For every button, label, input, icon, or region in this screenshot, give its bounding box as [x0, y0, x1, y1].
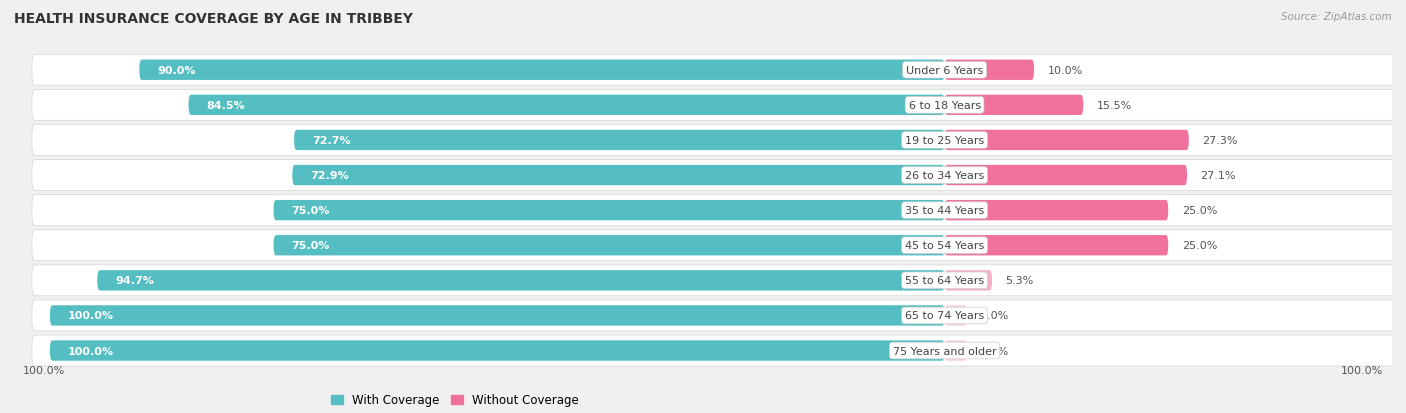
FancyBboxPatch shape — [945, 131, 1189, 151]
FancyBboxPatch shape — [274, 235, 945, 256]
Text: 75.0%: 75.0% — [291, 206, 330, 216]
FancyBboxPatch shape — [945, 271, 993, 291]
Text: 75 Years and older: 75 Years and older — [893, 346, 997, 356]
Text: 90.0%: 90.0% — [157, 66, 195, 76]
Text: 45 to 54 Years: 45 to 54 Years — [905, 241, 984, 251]
Text: Under 6 Years: Under 6 Years — [905, 66, 983, 76]
Text: 100.0%: 100.0% — [1341, 365, 1384, 375]
FancyBboxPatch shape — [32, 160, 1406, 191]
Text: 100.0%: 100.0% — [22, 365, 65, 375]
Text: 0.0%: 0.0% — [980, 311, 1008, 320]
FancyBboxPatch shape — [49, 306, 945, 326]
FancyBboxPatch shape — [32, 195, 1406, 226]
Text: 10.0%: 10.0% — [1047, 66, 1083, 76]
FancyBboxPatch shape — [945, 60, 1033, 81]
FancyBboxPatch shape — [32, 265, 1406, 296]
Text: 84.5%: 84.5% — [207, 101, 245, 111]
FancyBboxPatch shape — [294, 131, 945, 151]
Text: 100.0%: 100.0% — [67, 346, 114, 356]
Text: 27.3%: 27.3% — [1202, 135, 1237, 146]
Text: 72.9%: 72.9% — [311, 171, 349, 180]
Text: 35 to 44 Years: 35 to 44 Years — [905, 206, 984, 216]
FancyBboxPatch shape — [945, 95, 1083, 116]
Legend: With Coverage, Without Coverage: With Coverage, Without Coverage — [326, 389, 583, 411]
Text: 26 to 34 Years: 26 to 34 Years — [905, 171, 984, 180]
FancyBboxPatch shape — [32, 300, 1406, 331]
FancyBboxPatch shape — [945, 200, 1168, 221]
FancyBboxPatch shape — [32, 90, 1406, 121]
Text: 6 to 18 Years: 6 to 18 Years — [908, 101, 980, 111]
Text: 25.0%: 25.0% — [1181, 206, 1218, 216]
Text: 0.0%: 0.0% — [980, 346, 1008, 356]
FancyBboxPatch shape — [139, 60, 945, 81]
Text: Source: ZipAtlas.com: Source: ZipAtlas.com — [1281, 12, 1392, 22]
FancyBboxPatch shape — [188, 95, 945, 116]
FancyBboxPatch shape — [274, 200, 945, 221]
FancyBboxPatch shape — [32, 230, 1406, 261]
Text: 72.7%: 72.7% — [312, 135, 350, 146]
Text: 27.1%: 27.1% — [1201, 171, 1236, 180]
Text: 75.0%: 75.0% — [291, 241, 330, 251]
Text: 65 to 74 Years: 65 to 74 Years — [905, 311, 984, 320]
FancyBboxPatch shape — [49, 341, 945, 361]
Text: HEALTH INSURANCE COVERAGE BY AGE IN TRIBBEY: HEALTH INSURANCE COVERAGE BY AGE IN TRIB… — [14, 12, 413, 26]
FancyBboxPatch shape — [945, 166, 1187, 186]
Text: 100.0%: 100.0% — [67, 311, 114, 320]
FancyBboxPatch shape — [945, 306, 967, 326]
Text: 25.0%: 25.0% — [1181, 241, 1218, 251]
FancyBboxPatch shape — [97, 271, 945, 291]
Text: 15.5%: 15.5% — [1097, 101, 1132, 111]
FancyBboxPatch shape — [292, 166, 945, 186]
FancyBboxPatch shape — [945, 235, 1168, 256]
Text: 55 to 64 Years: 55 to 64 Years — [905, 275, 984, 286]
FancyBboxPatch shape — [945, 341, 967, 361]
FancyBboxPatch shape — [32, 125, 1406, 156]
Text: 94.7%: 94.7% — [115, 275, 155, 286]
FancyBboxPatch shape — [32, 335, 1406, 366]
Text: 19 to 25 Years: 19 to 25 Years — [905, 135, 984, 146]
FancyBboxPatch shape — [32, 55, 1406, 86]
Text: 5.3%: 5.3% — [1005, 275, 1033, 286]
